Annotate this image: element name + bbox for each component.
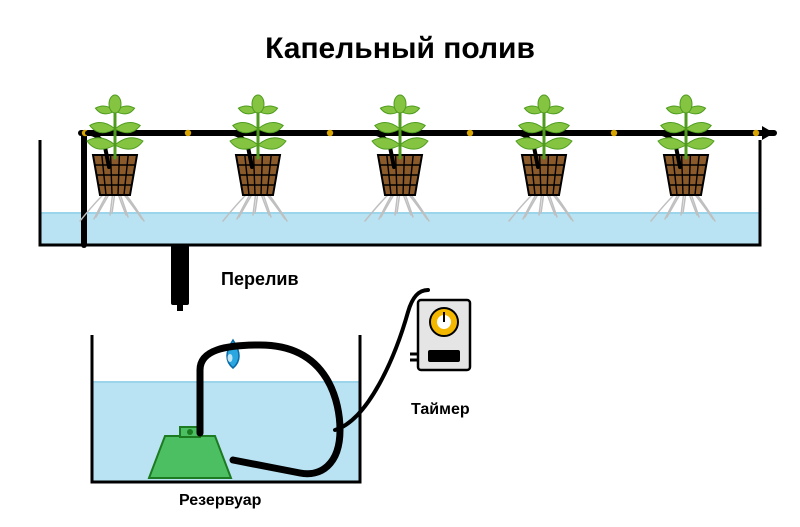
diagram-svg <box>0 0 800 527</box>
